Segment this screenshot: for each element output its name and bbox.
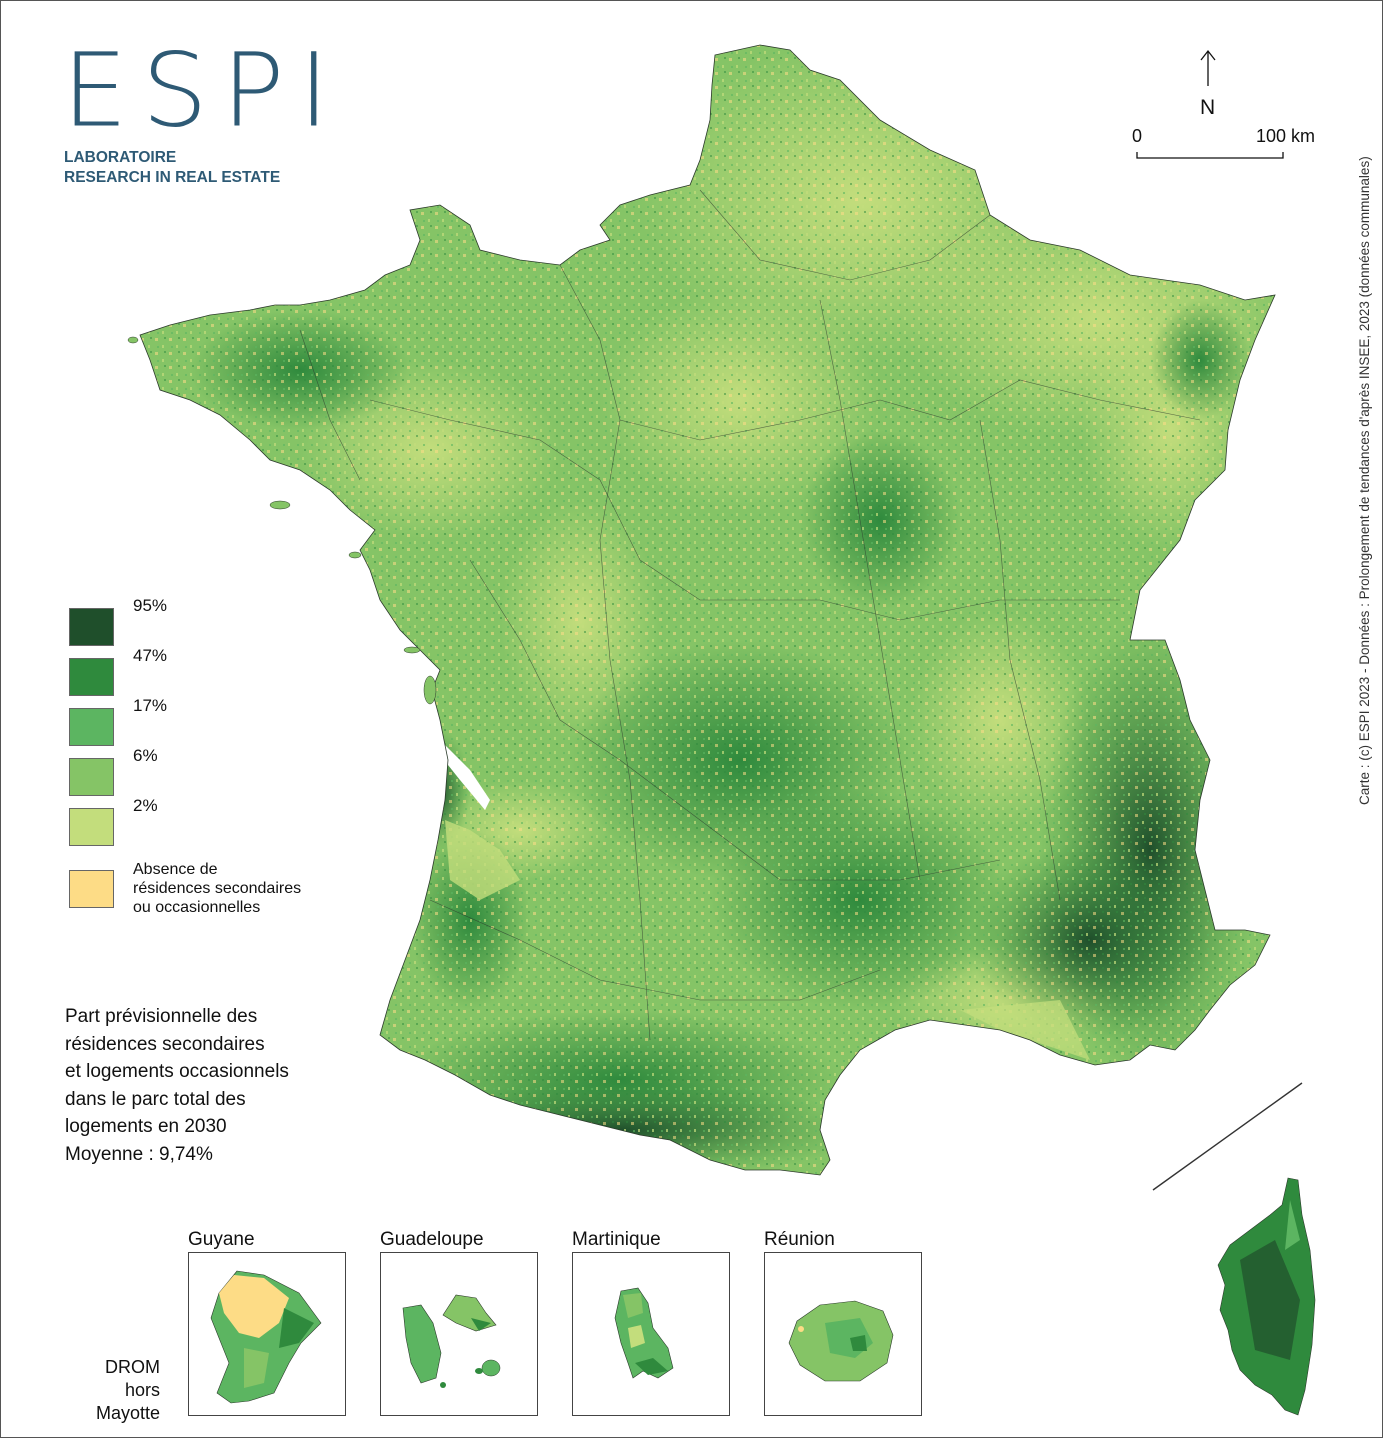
- inset-martinique: [572, 1252, 730, 1416]
- title-line-4: dans le parc total des: [65, 1088, 246, 1110]
- inset-guadeloupe: [380, 1252, 538, 1416]
- legend-absence-line-3: ou occasionnelles: [133, 899, 261, 916]
- source-credit: Carte : (c) ESPI 2023 - Données : Prolon…: [1357, 156, 1372, 805]
- espi-logo-wordmark: ESPI: [62, 30, 344, 150]
- inset-reunion: [764, 1252, 922, 1416]
- map-title: Part prévisionnelle des résidences secon…: [65, 1003, 289, 1168]
- legend-label-17: 17%: [133, 696, 168, 715]
- corsica: [1217, 1177, 1316, 1416]
- title-average: Moyenne : 9,74%: [65, 1143, 213, 1165]
- atlantic-islands: [127, 336, 437, 705]
- legend-label-6: 6%: [133, 746, 158, 765]
- inset-title-guadeloupe: Guadeloupe: [380, 1229, 484, 1250]
- legend-label-95: 95%: [133, 596, 168, 615]
- scale-start-label: 0: [1132, 126, 1143, 146]
- scale-bar: [1136, 152, 1284, 159]
- inset-title-guyane: Guyane: [188, 1229, 255, 1250]
- legend-absence-line-2: résidences secondaires: [133, 880, 302, 897]
- title-line-2: résidences secondaires: [65, 1033, 265, 1055]
- espi-logo-subtitle: LABORATOIRE RESEARCH IN REAL ESTATE: [64, 148, 280, 188]
- drom-label: DROM hors Mayotte: [96, 1356, 160, 1425]
- department-borders: [299, 189, 1201, 1041]
- drom-line-3: Mayotte: [96, 1403, 161, 1423]
- scale-end-label: 100 km: [1256, 126, 1316, 146]
- legend-swatch-2: [69, 808, 114, 846]
- legend-absence-line-1: Absence de: [133, 861, 218, 878]
- logo-line-1: LABORATOIRE: [64, 149, 177, 166]
- north-label: N: [1200, 96, 1216, 119]
- inset-title-martinique: Martinique: [572, 1229, 661, 1250]
- inset-guyane: [188, 1252, 346, 1416]
- legend-label-2: 2%: [133, 796, 158, 815]
- inset-title-reunion: Réunion: [764, 1229, 835, 1250]
- title-line-3: et logements occasionnels: [65, 1061, 289, 1082]
- drom-line-1: DROM: [105, 1357, 160, 1377]
- legend-swatch-absence: [69, 870, 114, 908]
- drom-line-2: hors: [124, 1380, 160, 1400]
- legend-swatch-47: [69, 658, 114, 696]
- north-arrow-icon: [1200, 49, 1216, 86]
- legend-swatch-6: [69, 758, 114, 796]
- logo-line-2: RESEARCH IN REAL ESTATE: [64, 169, 281, 186]
- legend-label-47: 47%: [133, 646, 168, 665]
- title-line-1: Part prévisionnelle des: [65, 1006, 258, 1027]
- corsica-separator: [1152, 1082, 1303, 1191]
- legend-swatch-95: [69, 608, 114, 646]
- title-line-5: logements en 2030: [65, 1116, 227, 1137]
- legend-swatch-17: [69, 708, 114, 746]
- legend-label-absence: Absence de résidences secondaires ou occ…: [133, 860, 301, 917]
